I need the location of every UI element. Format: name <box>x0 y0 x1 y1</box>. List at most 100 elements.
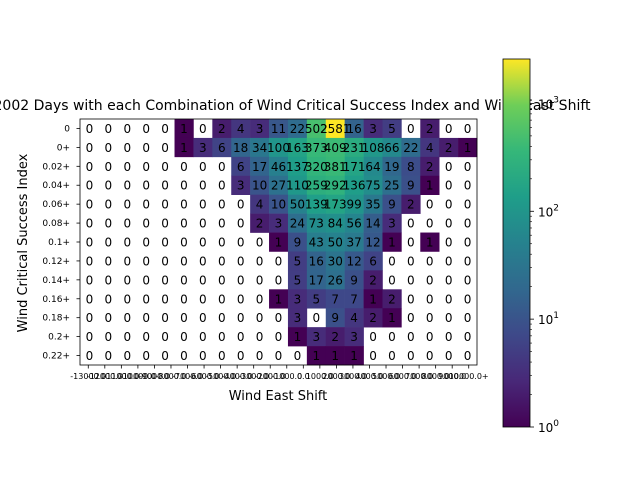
cell-value-label: 0 <box>464 273 472 287</box>
cell-value-label: 0 <box>142 198 150 212</box>
heatmap-cell <box>269 289 289 309</box>
colorbar-tick-label: 100 <box>538 419 559 435</box>
heatmap-cell <box>439 137 459 158</box>
cell-value-label: 2 <box>369 273 377 287</box>
heatmap-cell <box>250 119 270 139</box>
cell-value-label: 0 <box>388 330 396 344</box>
heatmap-cell <box>325 156 345 177</box>
cell-value-label: 0 <box>105 273 113 287</box>
cell-value-label: 0 <box>161 179 169 193</box>
cell-value-label: 0 <box>86 349 94 363</box>
cell-value-label: 136 <box>343 179 366 193</box>
cell-value-label: 0 <box>407 122 415 136</box>
heatmap-cell <box>382 232 402 252</box>
cell-value-label: 0 <box>86 254 94 268</box>
cell-value-label: 0 <box>86 122 94 136</box>
cell-value-label: 7 <box>350 292 358 306</box>
cell-value-label: 0 <box>105 311 113 325</box>
y-tick-label: 0.04+ <box>42 181 70 191</box>
heatmap-cell <box>325 289 345 309</box>
cell-value-label: 0 <box>426 330 434 344</box>
cell-value-label: 22 <box>403 141 418 155</box>
heatmap-cell <box>174 119 194 139</box>
x-tick-label: 2000.0 <box>322 372 350 381</box>
heatmap-cell <box>382 137 402 158</box>
heatmap-cell <box>363 289 383 309</box>
cell-value-label: 7 <box>331 292 339 306</box>
colorbar-tick-label: 102 <box>538 203 559 219</box>
cell-value-label: 0 <box>105 160 113 174</box>
cell-value-label: 0 <box>142 122 150 136</box>
cell-value-label: 0 <box>123 217 131 231</box>
cell-value-label: 502 <box>305 122 328 136</box>
heatmap-cell <box>287 270 308 290</box>
x-tick-label: 3000.0 <box>339 372 367 381</box>
cell-value-label: 0 <box>445 122 453 136</box>
heatmap-cell <box>250 194 270 214</box>
cell-value-label: 3 <box>294 292 302 306</box>
cell-value-label: 0 <box>123 160 131 174</box>
cell-value-label: 0 <box>105 330 113 344</box>
heatmap-cell <box>306 156 327 177</box>
heatmap-cell <box>363 213 383 233</box>
cell-value-label: 27 <box>271 179 286 193</box>
heatmap-cell <box>269 156 289 177</box>
x-tick-label: -8000.0 <box>156 372 187 381</box>
cell-value-label: 0 <box>123 273 131 287</box>
cell-value-label: 0 <box>199 179 207 193</box>
cell-value-label: 2 <box>445 141 453 155</box>
x-tick-label: -1000.0 <box>271 372 302 381</box>
cell-value-label: 1 <box>464 141 472 155</box>
cell-value-label: 108 <box>362 141 385 155</box>
cell-value-label: 0 <box>256 273 264 287</box>
cell-value-label: 14 <box>365 217 380 231</box>
cell-value-label: 0 <box>180 160 188 174</box>
cell-value-label: 50 <box>290 198 305 212</box>
x-tick-label: -13000.0 <box>70 372 106 381</box>
heatmap-cell <box>269 194 289 214</box>
cell-value-label: 0 <box>123 236 131 250</box>
cell-value-label: 75 <box>365 179 380 193</box>
heatmap-cell <box>344 251 364 271</box>
cell-value-label: 1 <box>180 122 188 136</box>
cell-value-label: 0 <box>161 160 169 174</box>
heatmap-cell <box>325 119 345 139</box>
cell-value-label: 0 <box>161 349 169 363</box>
cell-value-label: 0 <box>445 179 453 193</box>
heatmap-cell <box>344 137 364 158</box>
cell-value-label: 0 <box>464 179 472 193</box>
y-tick-label: 0.18+ <box>42 314 70 324</box>
heatmap-cell <box>306 232 327 252</box>
heatmap-cell <box>363 119 383 139</box>
cell-value-label: 3 <box>369 122 377 136</box>
heatmap-cell <box>212 119 232 139</box>
cell-value-label: 0 <box>161 122 169 136</box>
heatmap-cell <box>287 232 308 252</box>
heatmap-cell <box>401 156 421 177</box>
x-tick-label: 4000.0 <box>355 372 383 381</box>
cell-value-label: 99 <box>346 198 361 212</box>
x-tick-label: -10000.0 <box>120 372 156 381</box>
cell-value-label: 0 <box>123 311 131 325</box>
y-axis-label: Wind Critical Success Index <box>16 153 31 332</box>
cell-value-label: 0 <box>180 198 188 212</box>
cell-value-label: 35 <box>365 198 380 212</box>
cell-value-label: 0 <box>312 311 320 325</box>
heatmap-cell <box>325 327 345 347</box>
cell-value-label: 0 <box>105 179 113 193</box>
cell-value-label: 0 <box>464 254 472 268</box>
cell-value-label: 0 <box>407 349 415 363</box>
x-tick-label: -5000.0 <box>205 372 236 381</box>
heatmap-cell <box>363 251 383 271</box>
cell-value-label: 139 <box>305 198 328 212</box>
heatmap-cell <box>344 213 364 233</box>
cell-value-label: 0 <box>161 273 169 287</box>
heatmap-cell <box>306 194 327 214</box>
cell-value-label: 0 <box>86 236 94 250</box>
cell-value-label: 171 <box>343 160 366 174</box>
cell-value-label: 4 <box>237 122 245 136</box>
cell-value-label: 2 <box>388 292 396 306</box>
cell-value-label: 0 <box>86 330 94 344</box>
cell-value-label: 18 <box>233 141 248 155</box>
